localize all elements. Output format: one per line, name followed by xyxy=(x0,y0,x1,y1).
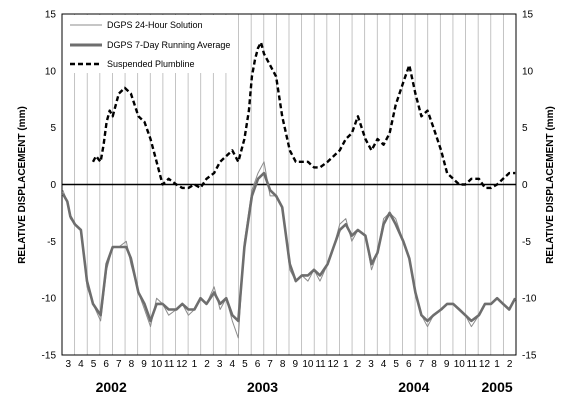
x-tick-label: 11 xyxy=(467,359,478,370)
x-tick-label: 7 xyxy=(116,359,122,370)
x-tick-label: 7 xyxy=(267,359,273,370)
x-tick-label: 2 xyxy=(507,359,513,370)
series-line-2 xyxy=(91,41,516,190)
x-tick-label: 8 xyxy=(431,359,437,370)
x-tick-label: 11 xyxy=(315,359,326,370)
x-tick-label: 9 xyxy=(444,359,450,370)
x-axis-years: 2002 2003 2004 2005 xyxy=(96,379,513,395)
y-axis-label-right: RELATIVE DISPLACEMENT (mm) xyxy=(545,106,556,264)
x-tick-label: 10 xyxy=(454,359,466,370)
y-tick-label-right: -10 xyxy=(522,294,537,305)
x-tick-label: 9 xyxy=(293,359,299,370)
x-tick-label: 6 xyxy=(103,359,109,370)
x-tick-label: 8 xyxy=(129,359,135,370)
y-tick-label-left: 5 xyxy=(50,123,56,134)
year-label: 2002 xyxy=(96,379,127,395)
x-axis-months: 3 4 5 6 7 8 9 10 11 12 1 2 3 4 5 6 7 8 9 10 11 12 1 2 3 4 5 6 7 8 9 10 1… xyxy=(66,359,513,370)
x-tick-label: 5 xyxy=(242,359,248,370)
x-tick-label: 10 xyxy=(151,359,163,370)
y-axis-left: 15 10 5 0 -5 -10 -15 xyxy=(42,10,57,362)
y-tick-label-left: 15 xyxy=(45,10,57,21)
y-tick-label-right: -5 xyxy=(522,237,531,248)
x-tick-label: 2 xyxy=(356,359,362,370)
legend: DGPS 24-Hour Solution DGPS 7-Day Running… xyxy=(65,15,230,73)
x-tick-label: 10 xyxy=(302,359,314,370)
x-tick-label: 1 xyxy=(494,359,500,370)
legend-label-7day: DGPS 7-Day Running Average xyxy=(107,40,230,50)
series-layer xyxy=(61,41,517,339)
x-tick-label: 2 xyxy=(204,359,210,370)
year-label: 2005 xyxy=(482,379,513,395)
x-tick-label: 6 xyxy=(255,359,261,370)
plot-frame xyxy=(61,13,517,356)
x-tick-label: 12 xyxy=(479,359,491,370)
y-tick-label-right: -15 xyxy=(522,351,537,362)
year-label: 2003 xyxy=(247,379,278,395)
y-tick-label-left: -15 xyxy=(42,351,57,362)
y-tick-label-right: 5 xyxy=(522,123,528,134)
x-tick-label: 5 xyxy=(393,359,399,370)
y-axis-label-left: RELATIVE DISPLACEMENT (mm) xyxy=(17,106,28,264)
legend-label-plumbline: Suspended Plumbline xyxy=(107,59,195,69)
x-tick-label: 7 xyxy=(419,359,425,370)
x-tick-label: 12 xyxy=(176,359,188,370)
y-tick-label-left: -5 xyxy=(47,237,56,248)
x-tick-label: 1 xyxy=(343,359,349,370)
x-tick-label: 9 xyxy=(141,359,147,370)
y-tick-label-right: 10 xyxy=(522,66,534,77)
y-tick-label-left: 10 xyxy=(45,66,57,77)
x-tick-label: 5 xyxy=(91,359,97,370)
y-axis-right: 15 10 5 0 -5 -10 -15 xyxy=(522,10,537,362)
year-label: 2004 xyxy=(398,379,429,395)
x-tick-label: 8 xyxy=(280,359,286,370)
y-tick-label-left: -10 xyxy=(42,294,57,305)
x-tick-label: 4 xyxy=(78,359,84,370)
x-tick-label: 11 xyxy=(164,359,175,370)
x-tick-label: 3 xyxy=(217,359,223,370)
y-tick-label-right: 15 xyxy=(522,10,534,21)
x-tick-label: 4 xyxy=(381,359,387,370)
x-tick-label: 6 xyxy=(406,359,412,370)
series-line-1 xyxy=(61,171,517,323)
x-tick-label: 12 xyxy=(328,359,340,370)
y-tick-label-right: 0 xyxy=(522,180,528,191)
x-tick-label: 3 xyxy=(66,359,72,370)
legend-label-24h: DGPS 24-Hour Solution xyxy=(107,20,203,30)
x-tick-label: 4 xyxy=(229,359,235,370)
y-tick-label-left: 0 xyxy=(50,180,56,191)
x-tick-label: 3 xyxy=(368,359,374,370)
x-tick-label: 1 xyxy=(192,359,198,370)
